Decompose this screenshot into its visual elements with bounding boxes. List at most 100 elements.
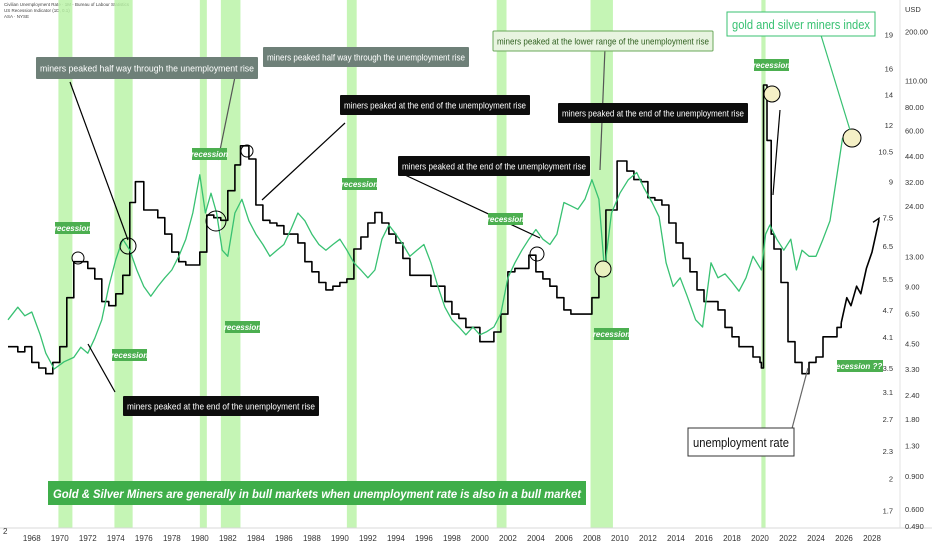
banner-text: Gold & Silver Miners are generally in bu… xyxy=(53,487,582,501)
x-tick-label: 1998 xyxy=(443,534,461,543)
x-tick-label: 1984 xyxy=(247,534,265,543)
x-tick-label: 2026 xyxy=(835,534,853,543)
unemployment-tick: 4.1 xyxy=(883,333,893,342)
series-line-projection xyxy=(840,220,880,324)
x-tick-label: 1986 xyxy=(275,534,293,543)
unemployment-tick: 2.7 xyxy=(883,415,893,424)
x-tick-label: 1974 xyxy=(107,534,125,543)
highlight-circle xyxy=(205,210,227,232)
unemployment-tick: 2 xyxy=(889,474,893,483)
miners-index-label-box xyxy=(726,11,876,37)
series-lines xyxy=(7,84,880,375)
note-text: miners peaked at the end of the unemploy… xyxy=(562,109,744,120)
callout-connector xyxy=(69,81,129,241)
unemployment-tick: 3.5 xyxy=(883,364,893,373)
highlight-circle xyxy=(240,144,254,158)
miners-tick: 4.50 xyxy=(905,339,920,348)
x-tick-label: 2016 xyxy=(695,534,713,543)
recession-label: recession xyxy=(191,150,228,159)
highlight-circle xyxy=(594,260,612,278)
x-axis: 1968 1970 1972 1974 1976 1978 1980 1982 1984 1986… xyxy=(0,527,932,543)
x-tick-label: 2014 xyxy=(667,534,685,543)
note-text: miners peaked at the lower range of the … xyxy=(497,37,709,48)
header-line-2: US Recession Indicator (1D, 0.1) xyxy=(4,8,70,13)
x-tick-label: 2022 xyxy=(779,534,797,543)
recession-band xyxy=(199,0,207,528)
miners-tick: 32.00 xyxy=(905,178,924,187)
recession-label: recession xyxy=(753,61,790,70)
x-tick-label: 2000 xyxy=(471,534,489,543)
recession-bands xyxy=(58,0,766,528)
x-tick-label: 1968 xyxy=(23,534,41,543)
x-tick-label: 1994 xyxy=(387,534,405,543)
x-tick-label: 1992 xyxy=(359,534,377,543)
miners-index-label: gold and silver miners index xyxy=(732,17,870,32)
recession-label-box xyxy=(594,328,629,340)
miners-tick: 2.40 xyxy=(905,391,920,400)
recession-band xyxy=(58,0,73,528)
x-tick-label: 1996 xyxy=(415,534,433,543)
x-tick-label: 2006 xyxy=(555,534,573,543)
highlight-circle xyxy=(119,237,137,255)
note-box xyxy=(558,103,748,123)
miners-tick: 0.900 xyxy=(905,472,924,481)
unemployment-tick: 7.5 xyxy=(883,214,893,223)
series-line-unemployment xyxy=(8,84,842,375)
recession-label: recession ??? xyxy=(833,362,887,371)
x-tick-label: 2004 xyxy=(527,534,545,543)
recession-label: recession xyxy=(341,180,378,189)
x-tick-label: 1980 xyxy=(191,534,209,543)
note-box xyxy=(492,30,714,52)
recession-label-box xyxy=(225,321,260,333)
recession-label: recession xyxy=(487,215,524,224)
miners-tick: 44.00 xyxy=(905,152,924,161)
note-box xyxy=(36,57,258,79)
miners-tick: 1.30 xyxy=(905,442,920,451)
x-tick-label: 1972 xyxy=(79,534,97,543)
recession-band xyxy=(220,0,241,528)
header-line-3: ASA · NYSE xyxy=(4,14,30,19)
note-text: miners peaked half way through the unemp… xyxy=(267,53,465,64)
recession-label-box xyxy=(754,59,789,71)
miners-tick: 6.50 xyxy=(905,309,920,318)
x-tick-label: 1976 xyxy=(135,534,153,543)
miners-tick: 3.30 xyxy=(905,365,920,374)
highlight-circle xyxy=(71,251,85,265)
unemployment-tick: 9 xyxy=(889,178,893,187)
note-box xyxy=(340,95,530,115)
x-tick-label: 2010 xyxy=(611,534,629,543)
note-box xyxy=(263,47,469,67)
x-tick-label: 2024 xyxy=(807,534,825,543)
unemployment-tick: 1.7 xyxy=(883,506,893,515)
recession-label-box xyxy=(342,178,377,190)
note-box xyxy=(398,156,590,176)
unemployment-tick: 10.5 xyxy=(878,147,893,156)
x-tick-label: 1970 xyxy=(51,534,69,543)
highlight-circle xyxy=(529,246,545,262)
miners-tick: 80.00 xyxy=(905,103,924,112)
callout-connector xyxy=(261,122,346,201)
recession-label: recession xyxy=(54,224,91,233)
unemployment-label-box xyxy=(687,427,795,457)
miners-tick: 200.00 xyxy=(905,27,928,36)
recession-band xyxy=(496,0,507,528)
callout-connector xyxy=(819,31,851,131)
banner-box xyxy=(48,481,586,505)
highlight-circle xyxy=(842,128,862,148)
recession-band xyxy=(346,0,357,528)
callout-connector xyxy=(772,109,781,196)
unemployment-label: unemployment rate xyxy=(693,435,789,450)
x-tick-label: 2002 xyxy=(499,534,517,543)
unemployment-tick: 4.7 xyxy=(883,306,893,315)
unemployment-tick: 5.5 xyxy=(883,275,893,284)
note-box xyxy=(123,396,319,416)
note-text: miners peaked at the end of the unemploy… xyxy=(127,402,315,413)
miners-tick: 0.600 xyxy=(905,505,924,514)
recession-label: recession xyxy=(593,330,630,339)
series-line-miners xyxy=(7,137,844,370)
miners-tick: 1.80 xyxy=(905,415,920,424)
x-tick-label: 2018 xyxy=(723,534,741,543)
unemployment-tick: 2.3 xyxy=(883,447,893,456)
callout-connector xyxy=(404,174,541,239)
